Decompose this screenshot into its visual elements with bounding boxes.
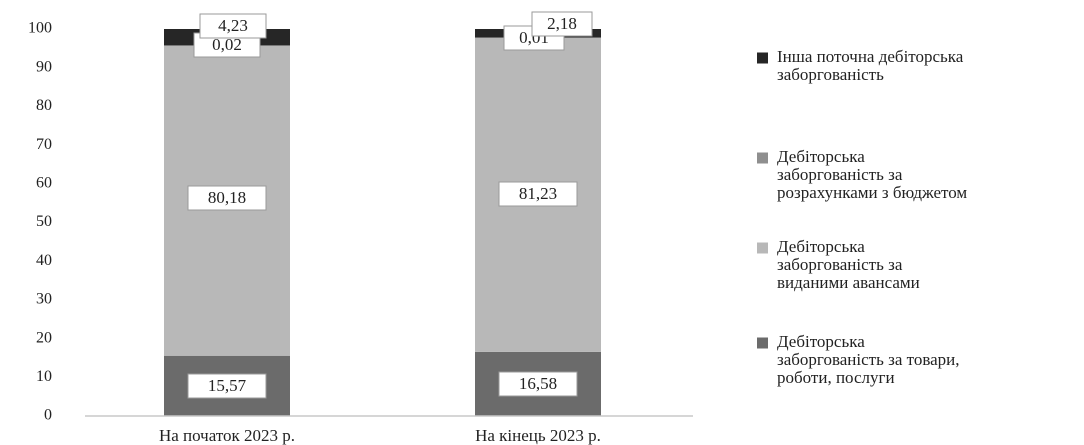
data-label-box <box>498 371 578 397</box>
legend-swatch <box>757 52 768 64</box>
data-label-box <box>531 11 593 37</box>
legend-label: заборгованість за <box>777 255 903 274</box>
legend-swatch <box>757 152 768 164</box>
legend-label: виданими авансами <box>777 273 920 292</box>
y-tick-label: 10 <box>36 368 52 385</box>
data-label: 2,18 <box>547 14 577 33</box>
legend-label: заборгованість за <box>777 165 903 184</box>
x-category-label: На початок 2023 р. <box>159 426 295 445</box>
legend-label: Дебіторська <box>777 147 865 166</box>
y-tick-label: 100 <box>28 20 52 37</box>
legend-label: Дебіторська <box>777 237 865 256</box>
y-tick-label: 80 <box>36 97 52 114</box>
legend-label: заборгованість <box>777 65 884 84</box>
data-label-box <box>498 181 578 207</box>
legend-swatch <box>757 242 768 254</box>
y-tick-label: 30 <box>36 291 52 308</box>
y-tick-label: 60 <box>36 174 52 191</box>
data-label: 80,18 <box>208 188 246 207</box>
data-label: 81,23 <box>519 184 557 203</box>
y-tick-label: 40 <box>36 252 52 269</box>
x-category-label: На кінець 2023 р. <box>475 426 601 445</box>
y-tick-label: 50 <box>36 213 52 230</box>
legend-label: розрахунками з бюджетом <box>777 183 967 202</box>
legend-label: Дебіторська <box>777 332 865 351</box>
legend-label: роботи, послуги <box>777 368 895 387</box>
data-label: 15,57 <box>208 376 247 395</box>
data-label: 0,02 <box>212 35 242 54</box>
y-tick-label: 90 <box>36 58 52 75</box>
legend-label: Інша поточна дебіторська <box>777 47 964 66</box>
data-label-box <box>199 13 267 39</box>
legend-label: заборгованість за товари, <box>777 350 960 369</box>
data-label: 16,58 <box>519 374 557 393</box>
data-label-box <box>187 373 267 399</box>
y-tick-label: 0 <box>44 407 52 424</box>
y-tick-label: 20 <box>36 329 52 346</box>
data-label: 4,23 <box>218 16 248 35</box>
legend-swatch <box>757 337 768 349</box>
data-label-box <box>187 185 267 211</box>
y-tick-label: 70 <box>36 136 52 153</box>
